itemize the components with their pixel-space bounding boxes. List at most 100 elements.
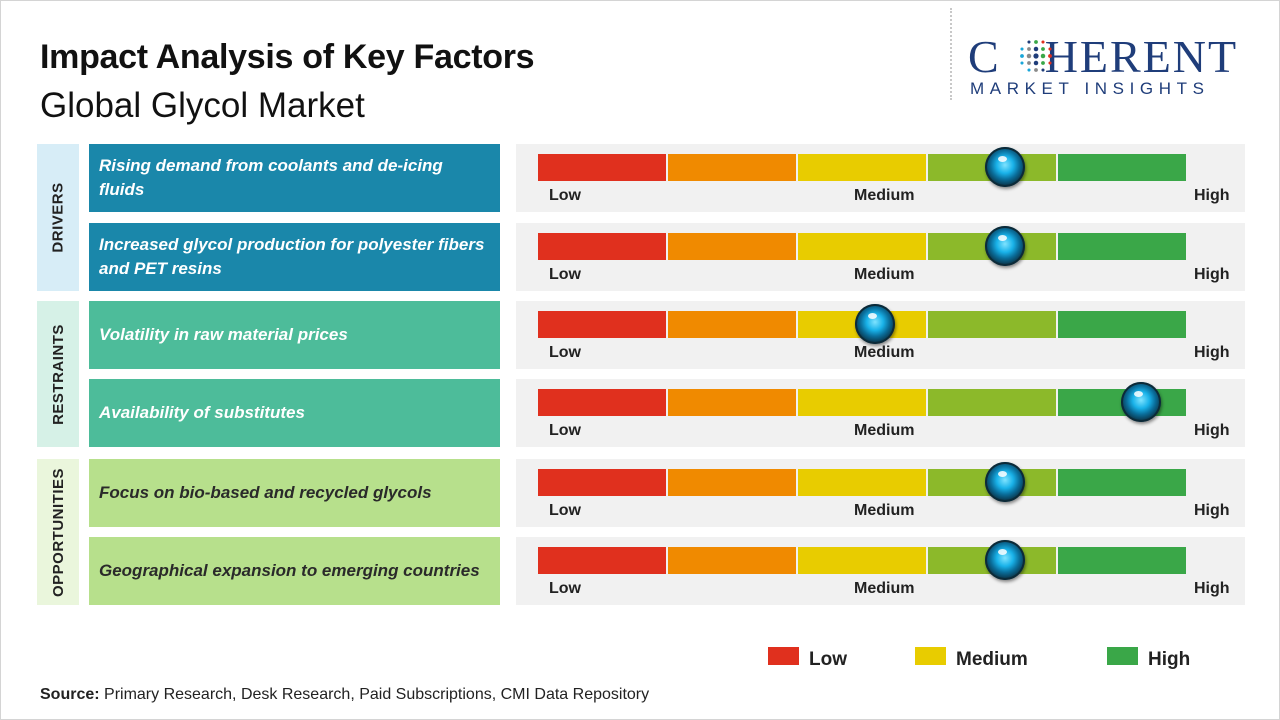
gauge-segment xyxy=(1058,154,1186,181)
scale-label-low: Low xyxy=(549,502,581,519)
company-logo: C HERENT xyxy=(968,30,1238,83)
gauge-segment xyxy=(538,233,666,260)
impact-marker xyxy=(854,304,895,344)
impact-marker xyxy=(1120,382,1161,422)
gauge-segment xyxy=(538,389,666,416)
page-subtitle: Global Glycol Market xyxy=(40,86,365,125)
logo-dot xyxy=(1048,61,1052,65)
impact-gauge: Low Medium High xyxy=(516,301,1245,369)
logo-dot xyxy=(1020,54,1024,58)
gauge-segment xyxy=(538,154,666,181)
logo-dot xyxy=(1020,61,1024,65)
gauge-segment xyxy=(668,469,796,496)
factor-label: Focus on bio-based and recycled glycols xyxy=(89,459,500,527)
gauge-segment xyxy=(668,547,796,574)
gauge-segment xyxy=(668,389,796,416)
impact-gauge: Low Medium High xyxy=(516,537,1245,605)
logo-dot xyxy=(1027,68,1031,72)
impact-marker xyxy=(984,226,1025,266)
logo-dot xyxy=(1027,47,1031,51)
gauge-segment xyxy=(798,469,926,496)
impact-gauge: Low Medium High xyxy=(516,379,1245,447)
gauge-segment xyxy=(538,469,666,496)
scale-label-medium: Medium xyxy=(854,502,915,519)
gauge-segment xyxy=(798,389,926,416)
gauge-segment xyxy=(928,389,1056,416)
scale-label-high: High xyxy=(1194,344,1230,361)
factor-label: Rising demand from coolants and de-icing… xyxy=(89,144,500,212)
logo-divider xyxy=(950,8,952,100)
scale-label-low: Low xyxy=(549,422,581,439)
page-title: Impact Analysis of Key Factors xyxy=(40,38,535,76)
gauge-segment xyxy=(538,311,666,338)
impact-gauge: Low Medium High xyxy=(516,223,1245,291)
logo-dot xyxy=(1033,53,1039,59)
scale-label-high: High xyxy=(1194,266,1230,283)
scale-label-high: High xyxy=(1194,580,1230,597)
factor-label: Increased glycol production for polyeste… xyxy=(89,223,500,291)
impact-marker xyxy=(984,540,1025,580)
category-label: DRIVERS xyxy=(49,182,67,253)
logo-dot xyxy=(1026,53,1032,59)
gauge-segment xyxy=(538,547,666,574)
logo-tagline: MARKET INSIGHTS xyxy=(970,79,1210,98)
logo-dot xyxy=(1027,61,1031,65)
logo-word-right: HERENT xyxy=(1044,31,1239,82)
scale-label-low: Low xyxy=(549,187,581,204)
legend-swatch-low xyxy=(768,647,799,665)
impact-marker xyxy=(984,462,1025,502)
source-text: Primary Research, Desk Research, Paid Su… xyxy=(99,686,650,703)
source-note: Source: Primary Research, Desk Research,… xyxy=(40,686,649,704)
scale-label-high: High xyxy=(1194,187,1230,204)
gauge-segment xyxy=(1058,311,1186,338)
legend-swatch-high xyxy=(1107,647,1138,665)
legend-label-high: High xyxy=(1148,649,1191,670)
scale-label-medium: Medium xyxy=(854,580,915,597)
logo-dot xyxy=(1041,68,1045,72)
logo-dot xyxy=(1033,46,1039,52)
logo-dot xyxy=(1048,47,1052,51)
impact-gauge: Low Medium High xyxy=(516,144,1245,212)
gauge-segment xyxy=(1058,469,1186,496)
logo-dot xyxy=(1033,60,1039,66)
gauge-segment xyxy=(1058,233,1186,260)
impact-gauge: Low Medium High xyxy=(516,459,1245,527)
logo-dot xyxy=(1041,47,1045,51)
category-restraints: RESTRAINTS xyxy=(37,301,79,447)
category-label: RESTRAINTS xyxy=(49,323,67,425)
scale-label-medium: Medium xyxy=(854,187,915,204)
scale-label-medium: Medium xyxy=(854,344,915,361)
scale-label-low: Low xyxy=(549,344,581,361)
logo-dot xyxy=(1048,54,1052,58)
gauge-segment xyxy=(928,311,1056,338)
legend-label-low: Low xyxy=(809,649,847,670)
gauge-segment xyxy=(1058,547,1186,574)
gauge-segment xyxy=(668,154,796,181)
logo-word-left: C xyxy=(968,31,1001,82)
logo-dot xyxy=(1040,53,1046,59)
logo-globe-icon xyxy=(1020,40,1052,72)
logo-dot xyxy=(1034,68,1038,72)
category-drivers: DRIVERS xyxy=(37,144,79,291)
category-label: OPPORTUNITIES xyxy=(49,467,67,597)
legend-swatch-medium xyxy=(915,647,946,665)
factor-label: Volatility in raw material prices xyxy=(89,301,500,369)
scale-label-high: High xyxy=(1194,422,1230,439)
logo-dot xyxy=(1034,40,1038,44)
logo-dot xyxy=(1041,40,1045,44)
factor-label: Availability of substitutes xyxy=(89,379,500,447)
gauge-segment xyxy=(798,547,926,574)
gauge-segment xyxy=(668,311,796,338)
gauge-segment xyxy=(798,233,926,260)
category-opportunities: OPPORTUNITIES xyxy=(37,459,79,605)
gauge-segment xyxy=(798,154,926,181)
scale-label-medium: Medium xyxy=(854,422,915,439)
legend-label-medium: Medium xyxy=(956,649,1028,670)
scale-label-medium: Medium xyxy=(854,266,915,283)
logo-dot xyxy=(1020,47,1024,51)
impact-marker xyxy=(984,147,1025,187)
logo-dot xyxy=(1041,61,1045,65)
scale-label-high: High xyxy=(1194,502,1230,519)
gauge-segment xyxy=(668,233,796,260)
factor-label: Geographical expansion to emerging count… xyxy=(89,537,500,605)
